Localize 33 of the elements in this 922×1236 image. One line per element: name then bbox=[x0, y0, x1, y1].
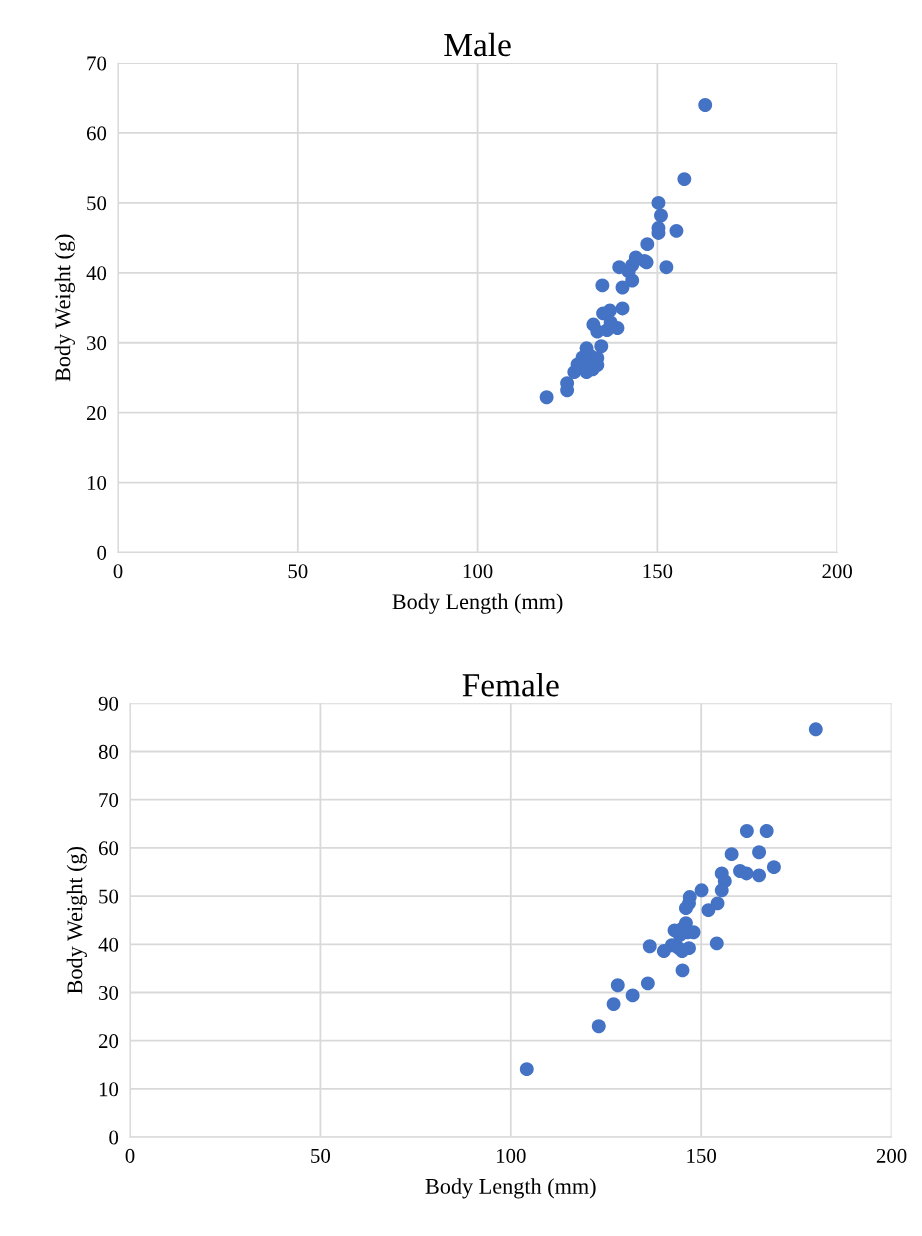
y-tick-label: 20 bbox=[86, 406, 107, 421]
y-tick-label: 10 bbox=[87, 475, 107, 490]
y-tick-label: 70 bbox=[87, 56, 107, 71]
chart-title: Male bbox=[444, 32, 511, 57]
y-tick-label: 10 bbox=[99, 1082, 119, 1097]
x-axis-title: Body Length (mm) bbox=[392, 593, 563, 614]
x-tick-label: 150 bbox=[643, 564, 673, 579]
y-tick-label: 50 bbox=[99, 889, 119, 904]
y-tick-label: 0 bbox=[109, 1130, 119, 1145]
x-tick-label: 200 bbox=[822, 564, 853, 579]
y-tick-label: 80 bbox=[98, 744, 119, 759]
chart-title: Female bbox=[462, 673, 559, 697]
y-tick-label: 60 bbox=[98, 841, 119, 856]
y-tick-label: 30 bbox=[87, 336, 107, 351]
y-tick-label: 90 bbox=[98, 696, 119, 711]
x-tick-label: 200 bbox=[876, 1148, 907, 1163]
x-tick-label: 100 bbox=[497, 1148, 526, 1163]
y-tick-label: 40 bbox=[86, 266, 107, 281]
y-tick-label: 70 bbox=[99, 793, 119, 808]
y-axis-title: Body Weight (g) bbox=[54, 234, 75, 382]
x-tick-label: 0 bbox=[125, 1148, 135, 1163]
y-tick-label: 50 bbox=[87, 196, 107, 211]
x-tick-label: 50 bbox=[288, 564, 308, 579]
y-tick-label: 0 bbox=[97, 545, 107, 560]
x-axis-title: Body Length (mm) bbox=[425, 1178, 596, 1199]
y-tick-label: 40 bbox=[98, 937, 119, 952]
y-tick-label: 30 bbox=[99, 985, 119, 1000]
x-tick-label: 100 bbox=[463, 564, 493, 579]
x-tick-label: 150 bbox=[687, 1148, 717, 1163]
y-axis-title: Body Weight (g) bbox=[66, 846, 87, 994]
y-tick-label: 60 bbox=[86, 126, 107, 141]
y-tick-label: 20 bbox=[98, 1034, 119, 1049]
x-tick-label: 50 bbox=[311, 1148, 331, 1163]
